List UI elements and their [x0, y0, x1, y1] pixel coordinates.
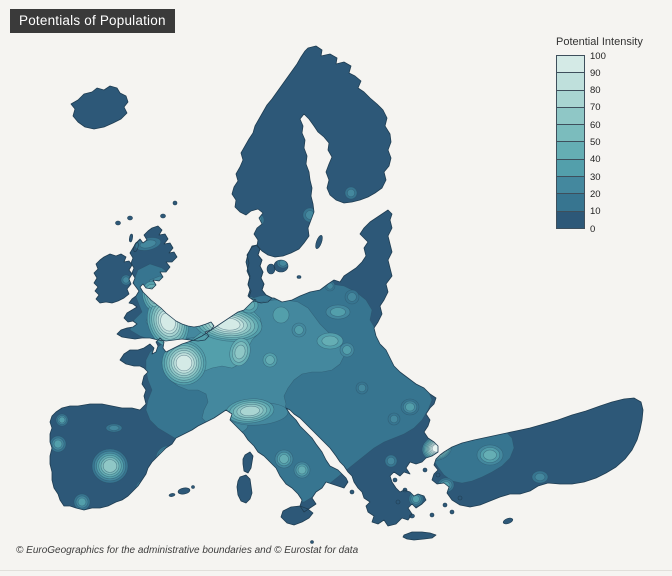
legend-swatch-40-50 [556, 141, 585, 160]
map-title: Potentials of Population [10, 9, 175, 33]
legend-swatches [556, 55, 585, 229]
legend-title: Potential Intensity [556, 36, 643, 48]
legend-tick-90: 90 [590, 67, 601, 79]
legend-swatch-10-20 [556, 193, 585, 212]
legend-swatch-0-10 [556, 210, 585, 229]
legend-tick-0: 0 [590, 223, 596, 235]
legend-swatch-50-60 [556, 124, 585, 143]
bottom-divider [0, 570, 672, 571]
coastline-layer [49, 45, 644, 544]
legend-tick-40: 40 [590, 154, 601, 166]
legend-tick-70: 70 [590, 102, 601, 114]
legend-tick-80: 80 [590, 85, 601, 97]
legend-swatch-60-70 [556, 106, 585, 126]
legend-tick-10: 10 [590, 206, 601, 218]
legend-tick-20: 20 [590, 188, 601, 200]
legend-tick-30: 30 [590, 171, 601, 183]
legend-swatch-20-30 [556, 176, 585, 195]
legend-tick-60: 60 [590, 119, 601, 131]
attribution: © EuroGeographics for the administrative… [16, 545, 359, 556]
legend: Potential Intensity 100 90 80 70 60 50 40 30 20 1… [548, 36, 668, 234]
legend-swatch-30-40 [556, 158, 585, 178]
legend-swatch-80-90 [556, 72, 585, 91]
legend-tick-100: 100 [590, 50, 606, 62]
legend-tick-50: 50 [590, 137, 601, 148]
legend-swatch-70-80 [556, 89, 585, 108]
legend-swatch-90-100 [556, 55, 585, 74]
